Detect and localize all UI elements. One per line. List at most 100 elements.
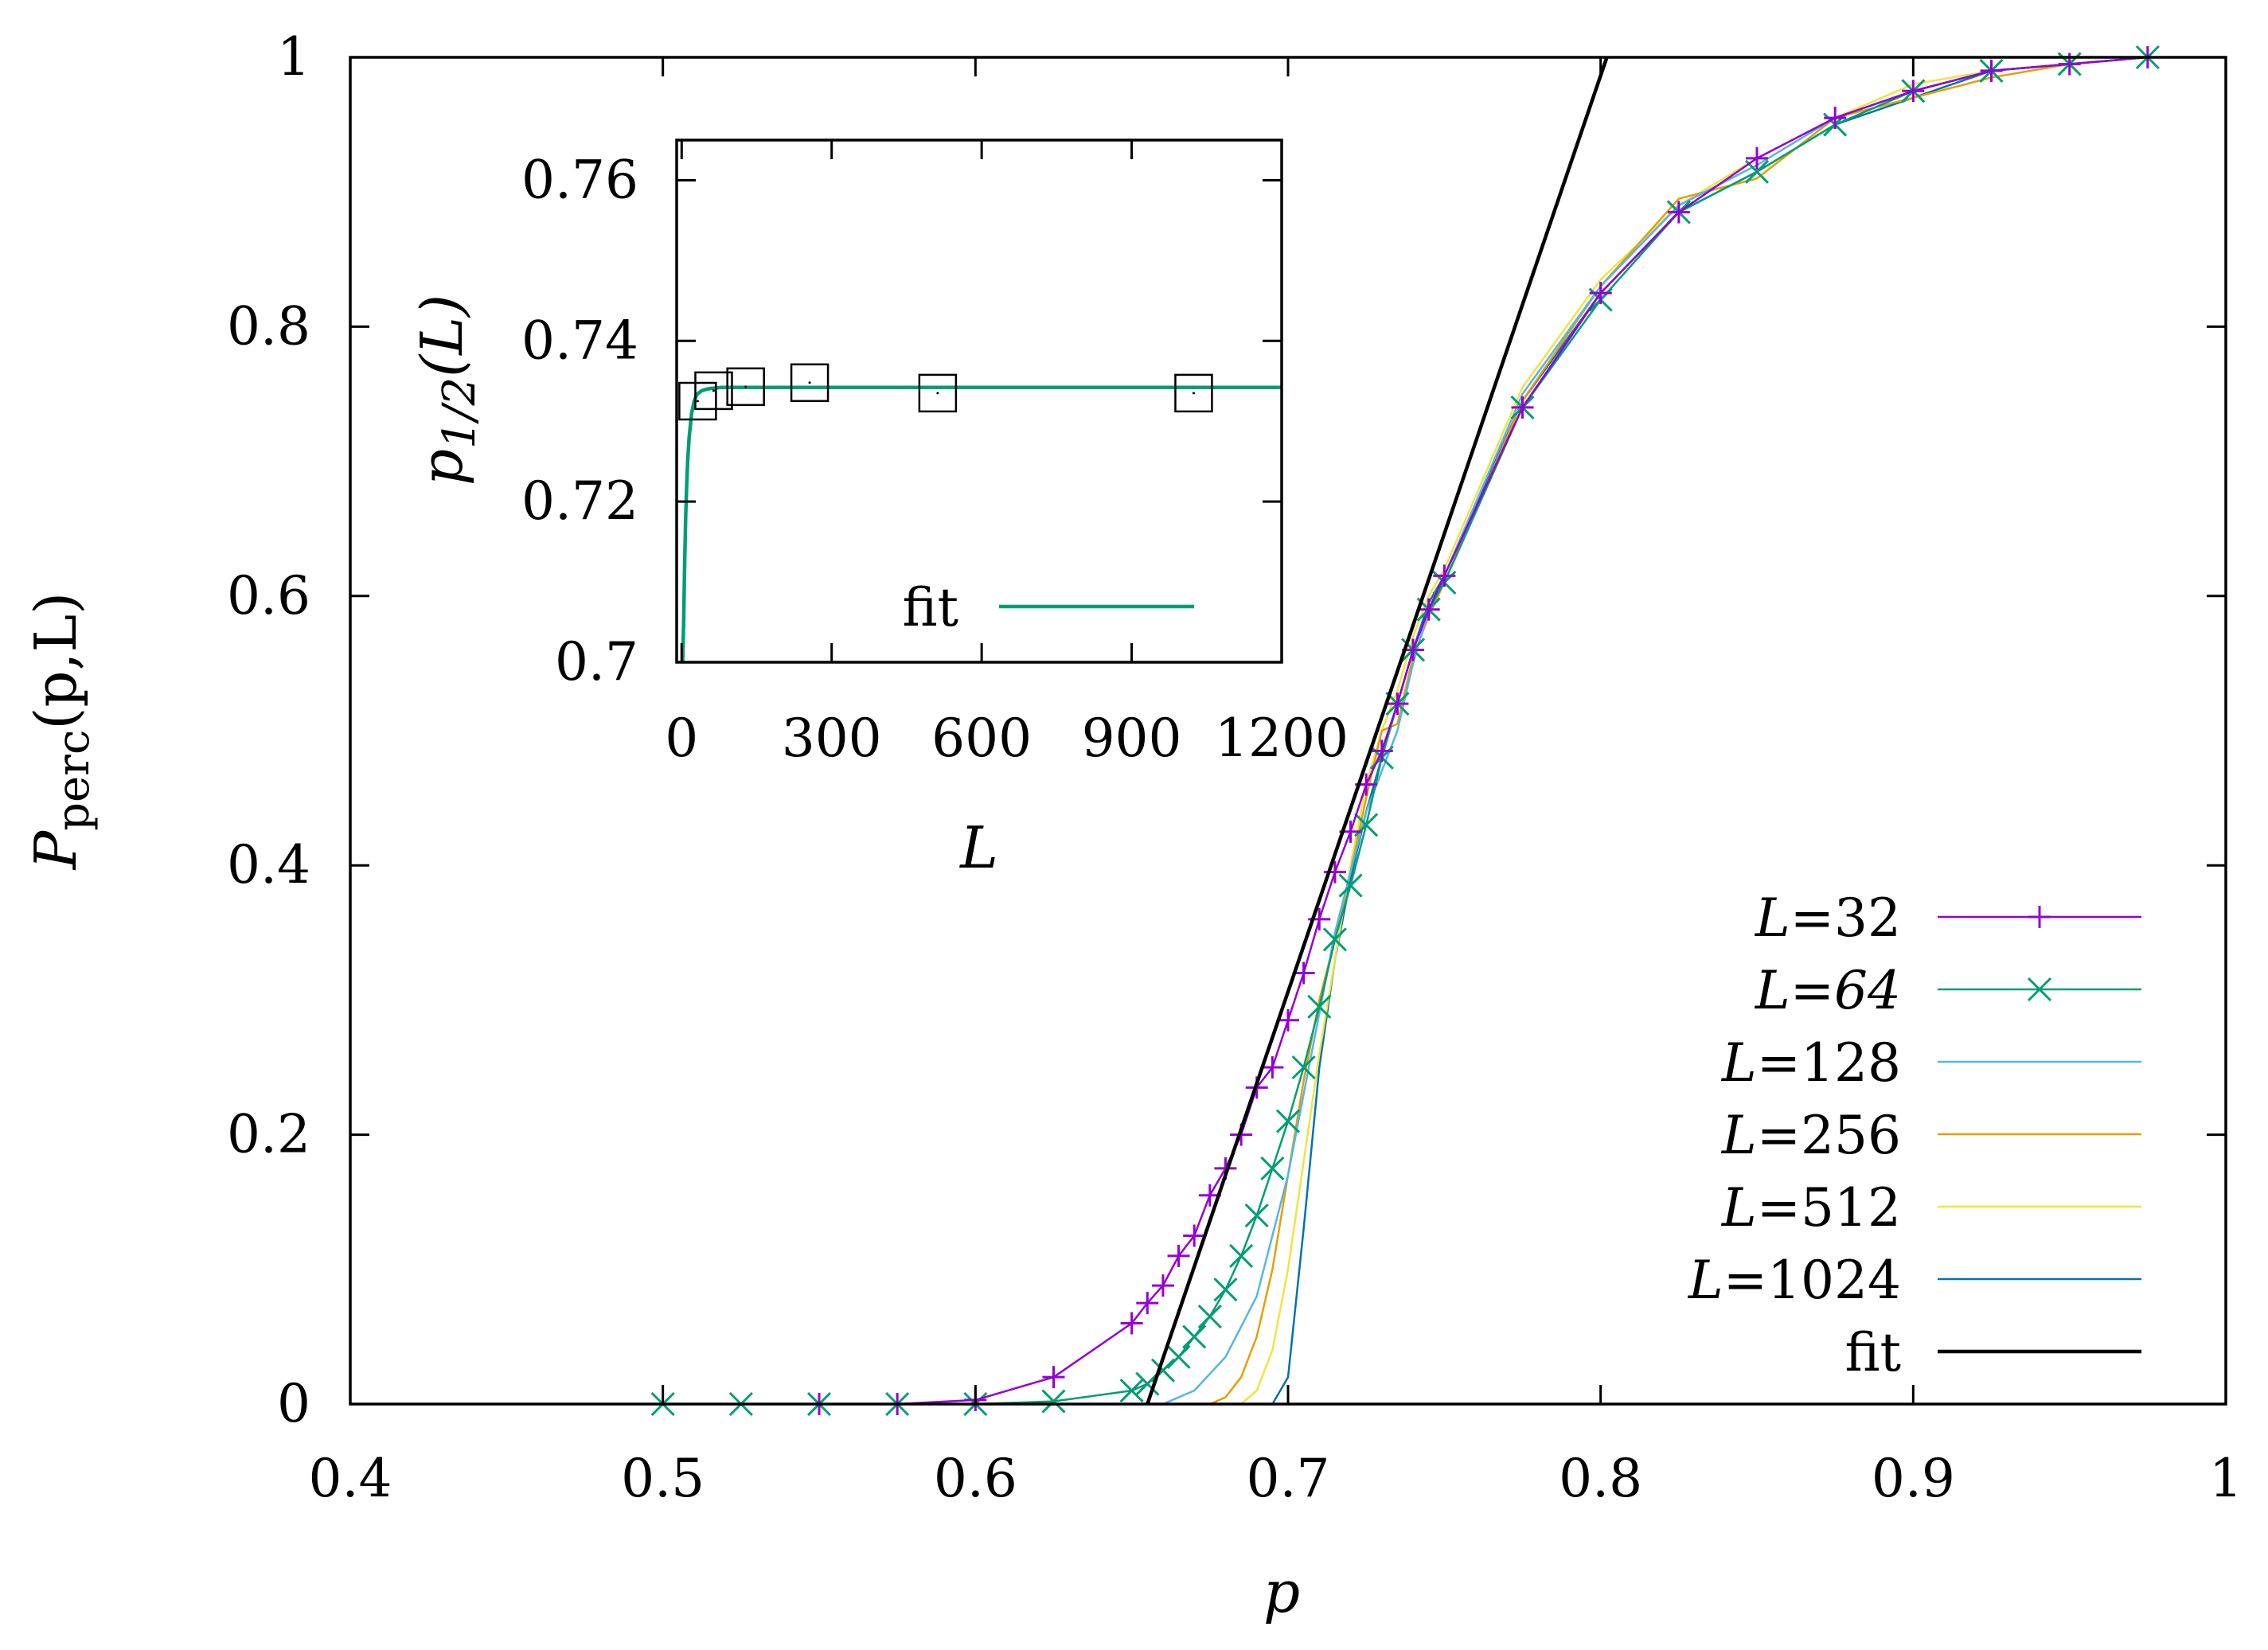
legend-entry-l-32: L=32	[1755, 887, 2141, 949]
series-fit	[1146, 57, 1609, 1405]
data-point-l-64	[1275, 1109, 1301, 1133]
legend-label: L=256	[1721, 1105, 1901, 1166]
inset-data-point	[694, 371, 733, 411]
data-point-l-32	[1183, 1224, 1206, 1247]
data-point-l-32	[1433, 564, 1456, 587]
x-tick-label: 1	[2209, 1448, 2243, 1509]
inset-data-point	[678, 381, 717, 421]
x-axis-label: p	[1263, 1558, 1300, 1625]
inset-data-point	[790, 363, 830, 403]
inset-y-axis-label-sub: 1/2	[434, 377, 486, 449]
legend-label-var: L	[1721, 1032, 1757, 1094]
y-tick-label: 0.6	[227, 565, 310, 626]
legend-label-value: =256	[1757, 1105, 1901, 1166]
legend-marker	[2027, 977, 2052, 1002]
series-l-512	[1240, 56, 2148, 1405]
inset-data-point	[726, 367, 765, 407]
legend-label-value: =1024	[1723, 1250, 1901, 1311]
legend-label-value: =128	[1757, 1032, 1901, 1094]
series-line-l-32	[819, 56, 2148, 1406]
data-point-l-32	[1417, 598, 1440, 621]
data-point-l-64	[1229, 1243, 1254, 1268]
inset-y-tick-label: 0.72	[521, 470, 638, 532]
data-point-l-32	[1511, 396, 1534, 419]
y-tick-label: 0.8	[227, 295, 310, 357]
data-point-l-64	[1197, 1304, 1222, 1329]
legend-label-var: L	[1721, 1105, 1757, 1166]
data-point-l-32	[1261, 1056, 1284, 1079]
inset-legend: fit	[902, 577, 1194, 638]
data-point-l-32	[1136, 1292, 1159, 1315]
legend-entry-l-128: L=128	[1721, 1032, 2141, 1094]
legend-entry-l-512: L=512	[1721, 1177, 2141, 1238]
legend-label-var: L	[1755, 887, 1790, 949]
inset-y-axis-label-rest: (L)	[408, 295, 475, 377]
legend-entry-fit: fit	[1844, 1322, 2141, 1383]
y-axis-label-sub: perc	[48, 730, 100, 831]
inset-y-axis-label-main: p	[408, 449, 475, 486]
inset-y-axis-label: p1/2(L)	[408, 295, 486, 486]
legend-entry-l-256: L=256	[1721, 1105, 2141, 1166]
data-point-l-32	[1151, 1274, 1174, 1297]
y-tick-label: 1	[277, 26, 310, 88]
legend-label: L=32	[1755, 887, 1901, 949]
legend-marker	[2028, 906, 2051, 928]
data-point-l-64	[1166, 1344, 1191, 1369]
x-tick-label: 0.5	[621, 1448, 705, 1509]
data-point-l-32	[1902, 80, 1925, 103]
inset-x-tick-label: 600	[931, 708, 1032, 769]
y-axis-label-main: P	[22, 829, 89, 871]
inset-x-tick-label: 0	[665, 708, 698, 769]
inset-y-tick-label: 0.7	[555, 631, 638, 692]
inset-background	[677, 140, 1282, 662]
inset-y-tick-label: 0.76	[521, 149, 638, 210]
legend-label-value: =64	[1790, 960, 1901, 1021]
legend-label: L=1024	[1688, 1250, 1901, 1311]
x-tick-label: 0.6	[934, 1448, 1017, 1509]
legend-label: L=64	[1755, 960, 1901, 1021]
legend-label-value: fit	[1844, 1322, 1901, 1383]
data-point-l-64	[1322, 927, 1347, 952]
legend-entry-l-64: L=64	[1755, 960, 2141, 1021]
legend-label-var: L	[1688, 1250, 1723, 1311]
legend-label: L=128	[1721, 1032, 1901, 1094]
data-point-l-64	[1307, 994, 1332, 1019]
inset-y-tick-label: 0.74	[521, 310, 638, 371]
data-point-l-32	[1667, 201, 1690, 224]
y-tick-label: 0.4	[227, 834, 310, 895]
legend-label-value: =512	[1757, 1177, 1901, 1238]
data-point-l-32	[1824, 107, 1847, 130]
data-point-l-64	[1338, 873, 1363, 898]
legend-label: fit	[1844, 1322, 1901, 1383]
inset-plot-frame	[675, 138, 1283, 664]
legend-label-var: L	[1721, 1177, 1757, 1238]
data-point-l-64	[1244, 1203, 1269, 1228]
y-axis-label-rest: (p,L)	[22, 592, 89, 730]
data-point-l-32	[1120, 1312, 1143, 1335]
data-point-l-32	[1386, 692, 1409, 716]
legend-label-var: L	[1755, 960, 1790, 1021]
data-point-l-64	[1213, 1277, 1238, 1302]
inset-x-tick-label: 1200	[1215, 708, 1349, 769]
data-point-l-32	[1746, 146, 1768, 170]
inset-x-axis-label: L	[958, 814, 998, 881]
inset-data-point	[918, 373, 958, 413]
data-point-l-64	[1119, 1379, 1144, 1403]
y-axis-label: Pperc(p,L)	[22, 592, 100, 872]
x-tick-label: 0.7	[1247, 1448, 1330, 1509]
data-point-l-32	[1167, 1244, 1190, 1267]
x-tick-label: 0.8	[1559, 1448, 1642, 1509]
inset-axis-ticks: 0 300 600 900 1200 0.7 0.72 0.74 0.76	[521, 140, 1349, 769]
legend-label-value: =32	[1790, 887, 1901, 949]
data-point-l-32	[1277, 1008, 1299, 1032]
inset-x-tick-label: 300	[782, 708, 882, 769]
data-point-l-64	[1291, 1055, 1316, 1080]
data-point-l-32	[1589, 282, 1612, 305]
series-line-l-64	[662, 56, 2148, 1406]
data-point-l-32	[1042, 1366, 1065, 1389]
data-point-l-64	[1260, 1156, 1285, 1180]
series-line-fit	[1146, 57, 1609, 1405]
